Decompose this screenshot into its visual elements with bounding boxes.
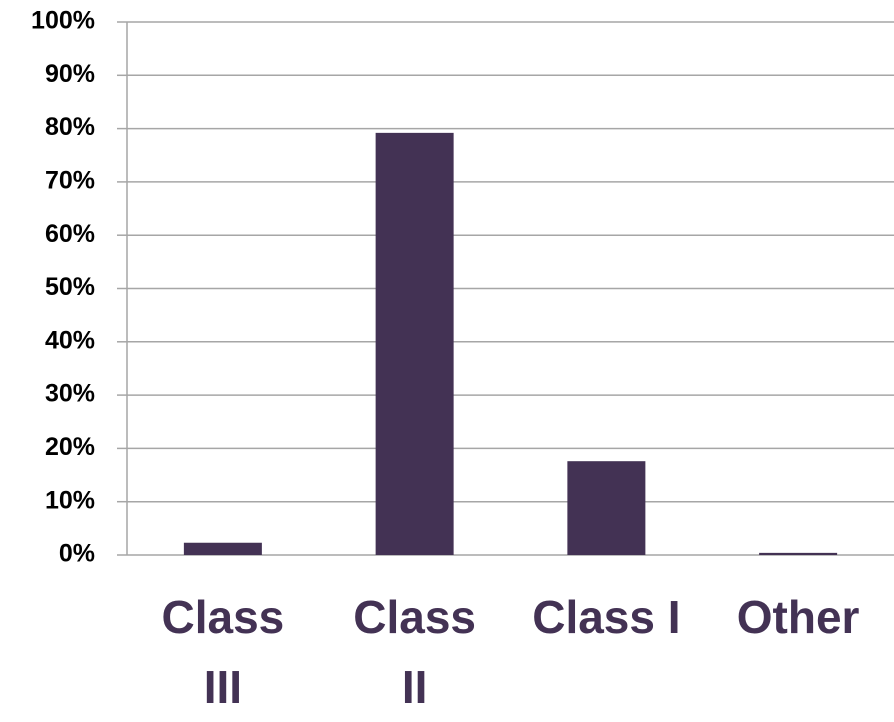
bar [183,542,262,555]
x-tick-label: Class III [161,591,285,713]
chart: 0% 10% 20% 30% 40% 50% 60% 70% 80% 90% 100% Class … [31,7,894,713]
chart-svg: 0% 10% 20% 30% 40% 50% 60% 70% 80% 90% 100% [31,7,894,568]
y-tick-label: 30% [45,380,95,408]
x-tick-label: Class I [532,591,681,643]
y-tick-label: 100% [31,7,95,35]
bar [567,461,646,555]
x-tick-label: Other [736,591,860,643]
y-tick-label: 40% [45,326,95,354]
y-tick-label: 80% [45,113,95,141]
bar [759,552,838,555]
y-tick-label: 20% [45,433,95,461]
y-tick-label: 90% [45,60,95,88]
x-tick-label: Class II [353,591,476,713]
y-tick-label: 70% [45,167,95,195]
y-tick-label: 50% [45,273,95,301]
y-tick-label: 60% [45,220,95,248]
bar [375,132,454,555]
y-tick-label: 0% [59,540,95,568]
y-tick-label: 10% [45,486,95,514]
